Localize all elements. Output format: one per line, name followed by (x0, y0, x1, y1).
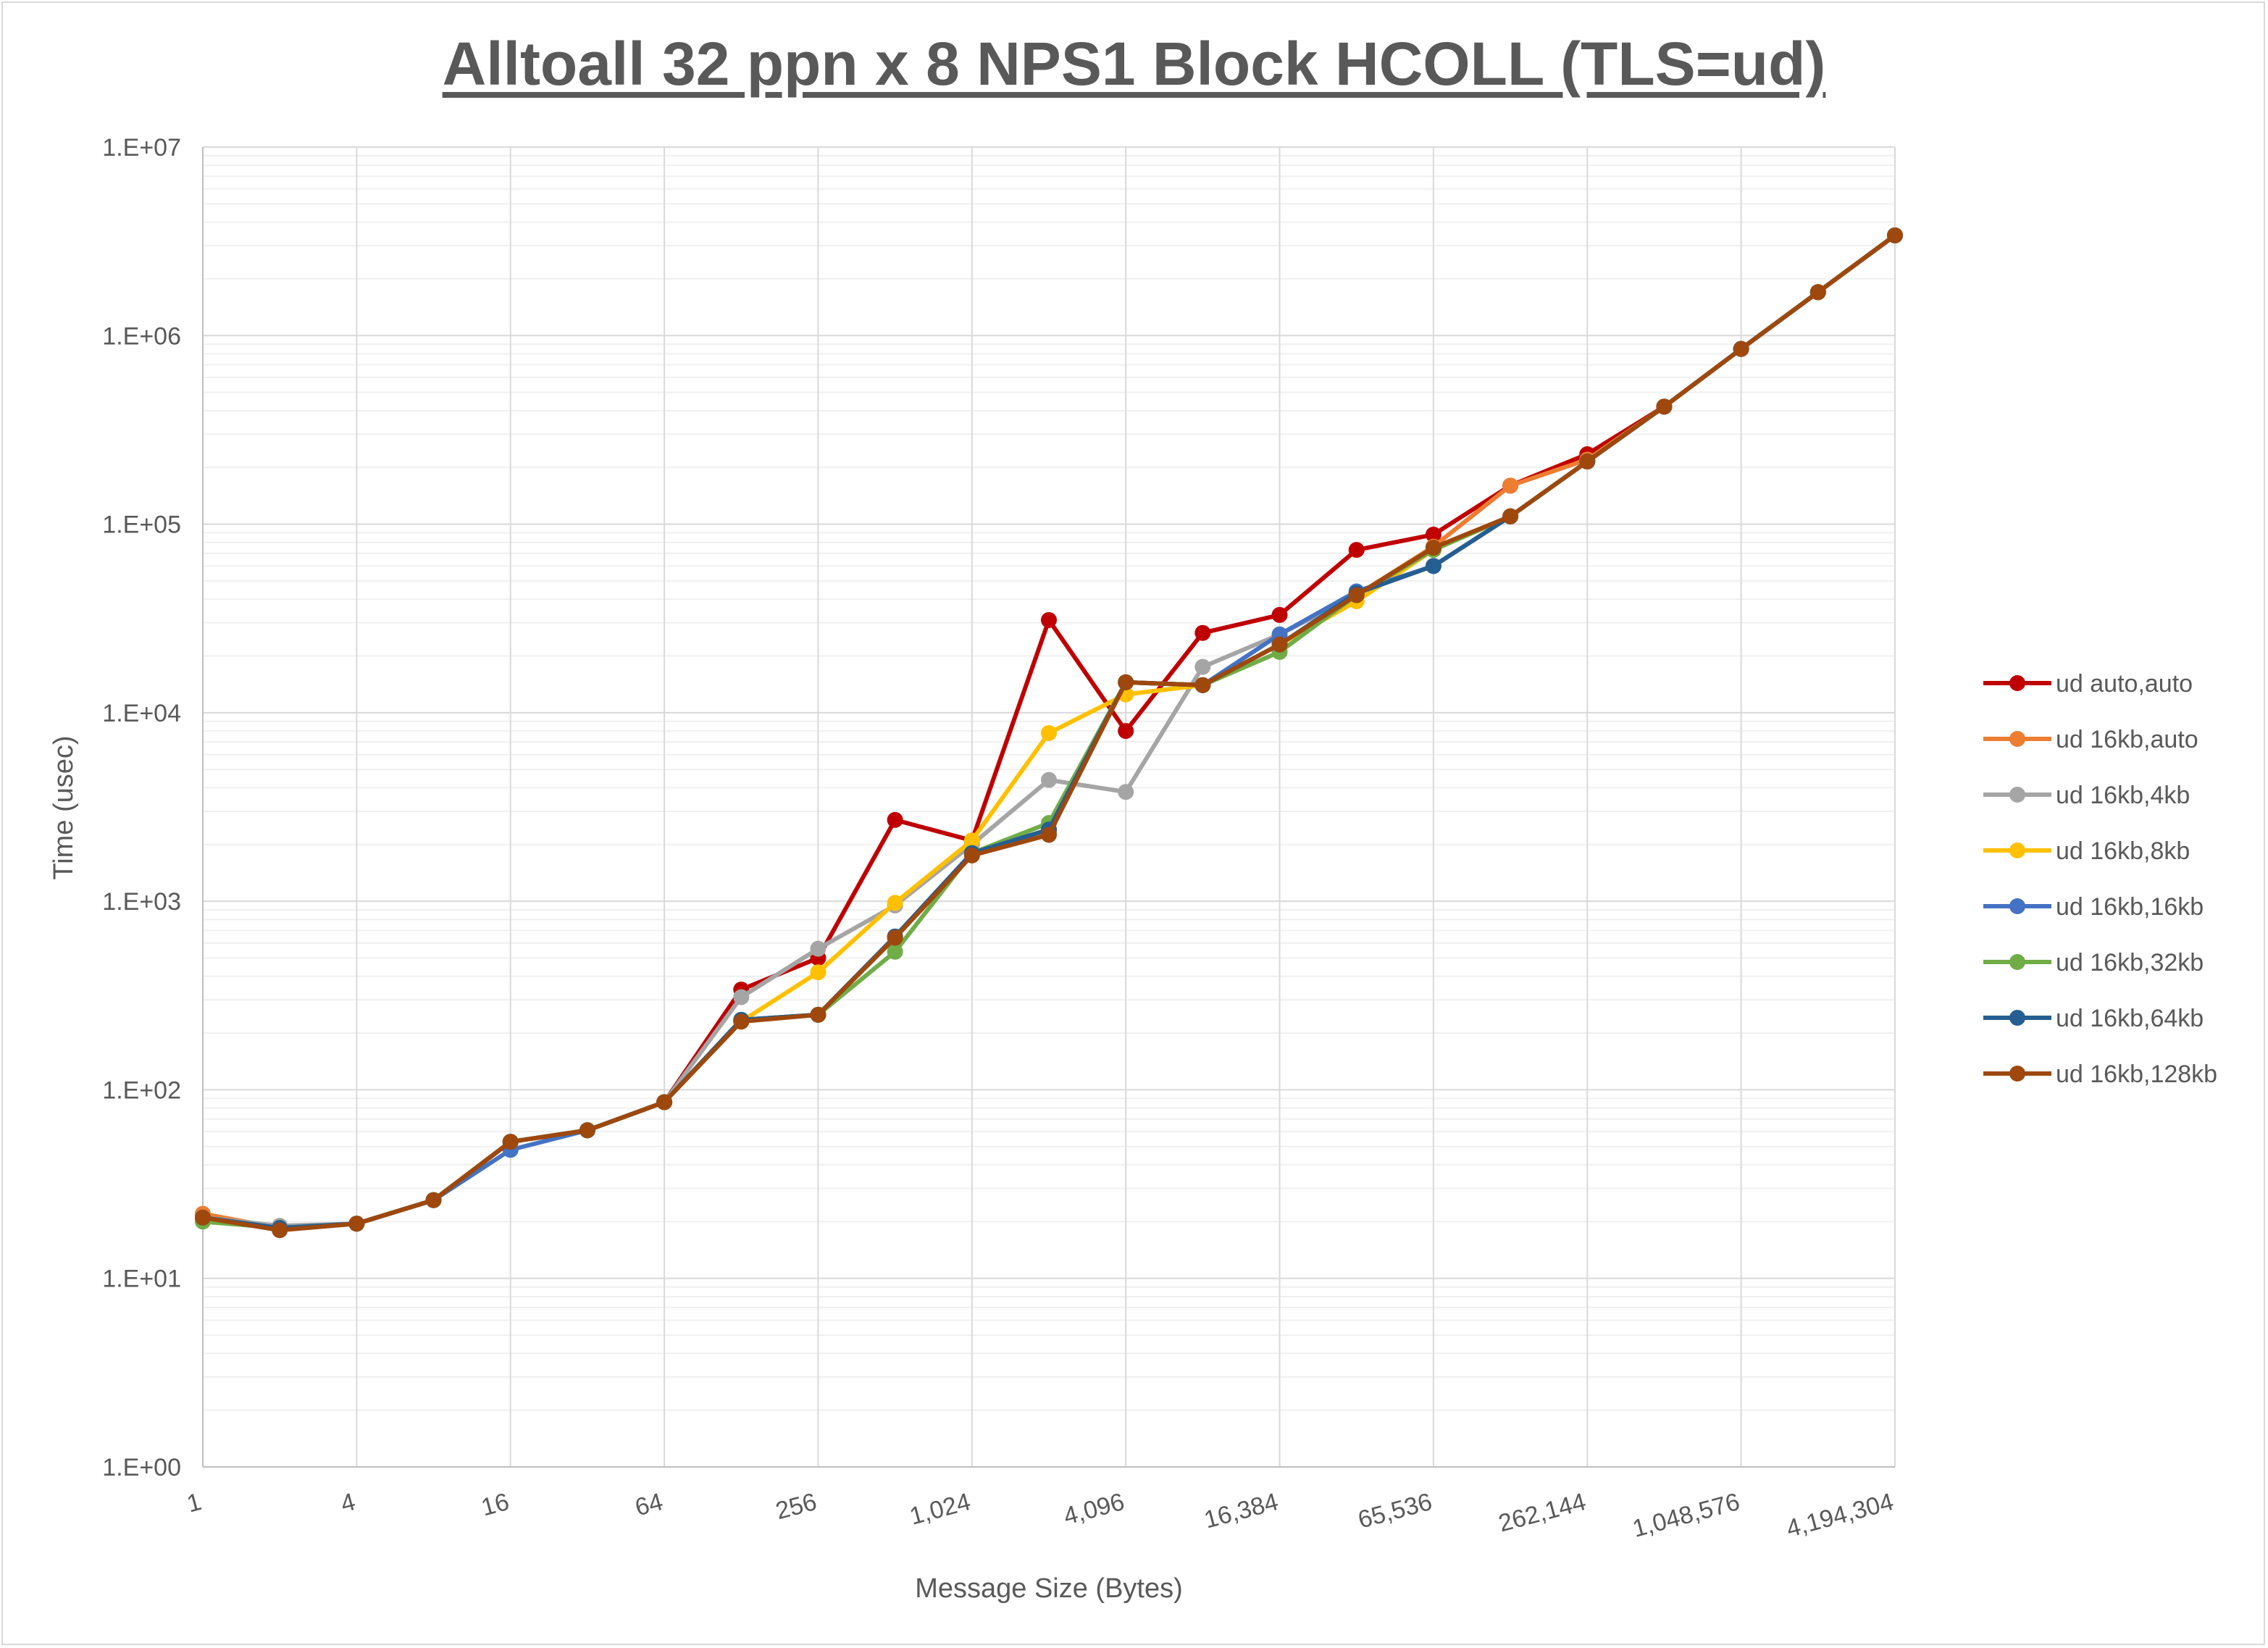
data-point (1271, 636, 1288, 653)
data-point (1041, 724, 1057, 741)
legend-swatch-marker (2009, 731, 2025, 747)
data-point (887, 811, 903, 828)
major-gridlines (202, 146, 1896, 1468)
data-point (502, 1134, 519, 1150)
y-tick-label: 1.E+05 (102, 511, 181, 539)
legend-swatch-marker (2009, 787, 2025, 803)
x-tick-label: 16,384 (1201, 1488, 1281, 1534)
chart-title: Alltoall 32 ppn x 8 NPS1 Block HCOLL (TL… (442, 30, 1826, 98)
y-axis-title: Time (usec) (49, 735, 79, 879)
legend-entry: ud 16kb,64kb (1983, 1005, 2204, 1032)
legend-entry: ud 16kb,32kb (1983, 949, 2204, 976)
y-tick-label: 1.E+01 (102, 1266, 181, 1293)
y-tick-label: 1.E+06 (102, 322, 181, 350)
legend-entry: ud 16kb,128kb (1983, 1061, 2217, 1088)
data-point (425, 1192, 442, 1208)
x-tick-labels: 1 4 16 64 256 1,024 4,096 16,384 65,536 262,144 1,… (184, 1488, 1896, 1543)
legend-swatch-marker (2009, 1066, 2025, 1082)
data-point (810, 964, 827, 981)
data-point (1194, 624, 1211, 641)
x-tick-label: 256 (773, 1488, 820, 1525)
data-point (579, 1122, 595, 1139)
data-point (1271, 606, 1288, 623)
legend-entry: ud 16kb,auto (1983, 726, 2198, 753)
data-point (1041, 827, 1057, 843)
data-point (1194, 658, 1211, 675)
x-tick-label: 1 (184, 1488, 204, 1518)
data-point (1118, 674, 1134, 690)
data-point (348, 1216, 365, 1232)
x-tick-label: 16 (478, 1488, 511, 1521)
x-tick-label: 1,048,576 (1630, 1488, 1743, 1543)
data-point (1118, 723, 1134, 740)
data-point (1502, 508, 1519, 524)
x-tick-label: 4 (338, 1488, 358, 1518)
legend-swatch-marker (2009, 1010, 2025, 1026)
data-point (963, 847, 980, 863)
data-point (1887, 227, 1903, 243)
data-point (810, 1006, 827, 1023)
data-point (656, 1094, 673, 1110)
x-tick-label: 1,024 (907, 1488, 974, 1531)
data-point (1348, 542, 1365, 559)
data-point (1425, 558, 1441, 574)
data-point (1502, 477, 1519, 494)
data-point (1809, 284, 1826, 301)
y-tick-label: 1.E+04 (102, 700, 181, 727)
data-point (1579, 453, 1596, 470)
data-point (1118, 784, 1134, 800)
y-tick-label: 1.E+07 (102, 134, 181, 162)
legend-swatch-marker (2009, 842, 2025, 858)
legend-entry: ud 16kb,16kb (1983, 893, 2204, 921)
data-point (810, 940, 827, 957)
data-point (1425, 540, 1441, 556)
data-point (1041, 611, 1057, 628)
legend-label: ud 16kb,4kb (2056, 782, 2190, 809)
y-tick-labels: 1.E+00 1.E+01 1.E+02 1.E+03 1.E+04 1.E+05 1.E+… (102, 134, 181, 1481)
data-point (1733, 340, 1749, 357)
data-point (1656, 398, 1673, 415)
legend-label: ud 16kb,128kb (2056, 1061, 2217, 1088)
data-point (272, 1222, 288, 1239)
data-point (1194, 677, 1211, 693)
data-point (733, 1013, 750, 1030)
x-tick-label: 262,144 (1496, 1488, 1589, 1538)
x-axis-title: Message Size (Bytes) (915, 1573, 1183, 1604)
legend-label: ud 16kb,64kb (2056, 1005, 2204, 1032)
x-tick-label: 4,194,304 (1783, 1488, 1896, 1543)
legend: ud auto,auto ud 16kb,auto ud 16kb,4kb ud 16… (1983, 670, 2217, 1088)
data-point (1041, 771, 1057, 788)
data-point (887, 943, 903, 960)
y-tick-label: 1.E+00 (102, 1454, 181, 1481)
data-point (1425, 527, 1441, 543)
x-tick-label: 4,096 (1060, 1488, 1127, 1531)
axes (202, 147, 1895, 1468)
data-point (887, 929, 903, 946)
y-tick-label: 1.E+03 (102, 888, 181, 916)
legend-swatch-marker (2009, 675, 2025, 691)
legend-label: ud 16kb,8kb (2056, 837, 2190, 865)
y-tick-label: 1.E+02 (102, 1076, 181, 1104)
legend-entry: ud 16kb,4kb (1983, 782, 2190, 809)
data-point (963, 832, 980, 849)
data-point (733, 989, 750, 1005)
data-point (1348, 587, 1365, 603)
legend-entry: ud auto,auto (1983, 670, 2193, 698)
legend-label: ud auto,auto (2056, 670, 2193, 698)
x-tick-label: 65,536 (1355, 1488, 1435, 1534)
legend-label: ud 16kb,16kb (2056, 893, 2204, 921)
data-point (887, 895, 903, 911)
legend-swatch-marker (2009, 898, 2025, 914)
series-ud-16kb-128kb (195, 227, 1903, 1239)
legend-entry: ud 16kb,8kb (1983, 837, 2190, 865)
series-layer (195, 227, 1903, 1239)
legend-swatch-marker (2009, 954, 2025, 970)
legend-label: ud 16kb,32kb (2056, 949, 2204, 976)
data-point (195, 1209, 211, 1226)
legend-label: ud 16kb,auto (2056, 726, 2198, 753)
x-tick-label: 64 (632, 1488, 666, 1521)
